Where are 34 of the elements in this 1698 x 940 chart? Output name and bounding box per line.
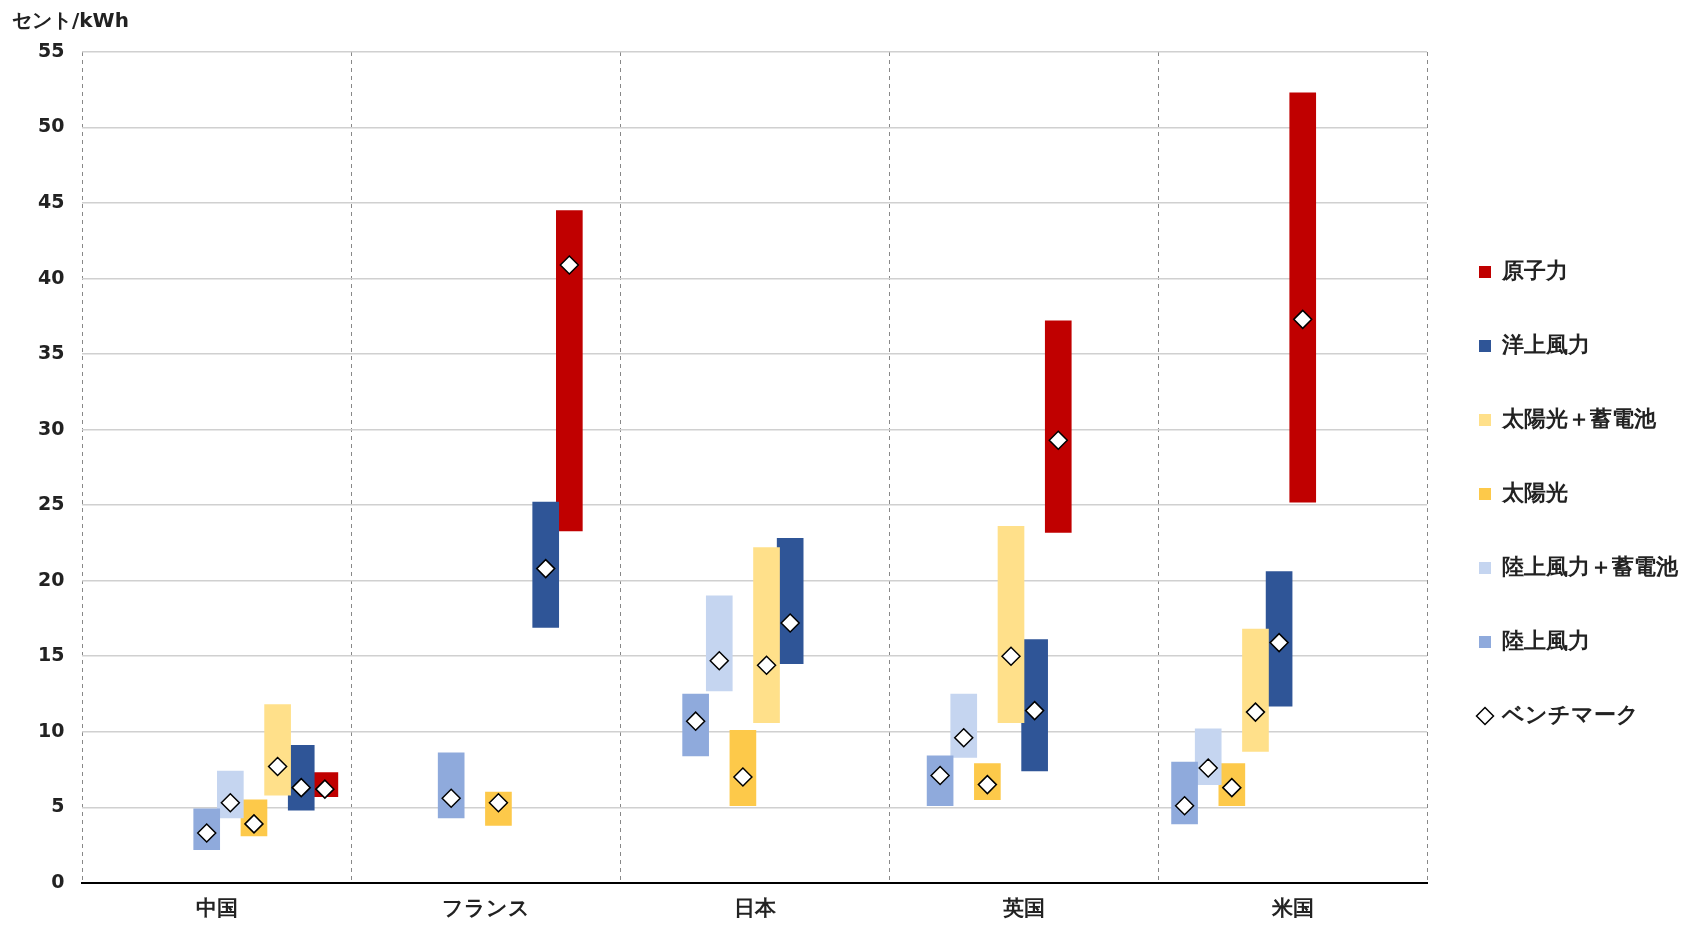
- bar: [556, 210, 583, 532]
- y-tick-label: 5: [51, 794, 65, 817]
- y-tick-label: 15: [37, 643, 65, 666]
- bar: [1044, 320, 1072, 533]
- bar: [997, 525, 1025, 724]
- y-tick-label: 0: [51, 869, 65, 892]
- legend-label: 原子力: [1501, 257, 1568, 283]
- bar: [1242, 628, 1269, 752]
- y-tick-label: 55: [37, 38, 65, 61]
- legend-label: 太陽光: [1501, 479, 1568, 505]
- y-axis-title: セント/kWh: [12, 8, 129, 33]
- bar: [753, 547, 780, 724]
- bar: [1289, 92, 1317, 503]
- legend-label: 太陽光＋蓄電池: [1501, 405, 1657, 431]
- x-tick-label: 米国: [1270, 895, 1314, 920]
- legend-label: 陸上風力: [1502, 627, 1590, 653]
- bar: [532, 501, 560, 628]
- legend-label: 陸上風力＋蓄電池: [1502, 553, 1679, 579]
- legend-label: ベンチマーク: [1501, 701, 1639, 727]
- legend-label: 洋上風力: [1501, 331, 1590, 357]
- y-tick-label: 35: [37, 341, 65, 364]
- x-tick-label: 日本: [733, 895, 777, 920]
- y-tick-label: 25: [37, 492, 65, 515]
- bar: [705, 595, 733, 692]
- y-tick-label: 10: [37, 718, 65, 741]
- bar: [264, 704, 291, 796]
- x-tick-label: 中国: [195, 895, 238, 920]
- y-tick-label: 40: [37, 265, 65, 288]
- x-tick-label: 英国: [1001, 895, 1045, 920]
- y-tick-label: 30: [37, 416, 65, 439]
- y-tick-label: 50: [37, 114, 65, 137]
- x-tick-label: フランス: [441, 895, 530, 920]
- y-tick-label: 45: [37, 189, 65, 212]
- y-tick-label: 20: [37, 567, 65, 590]
